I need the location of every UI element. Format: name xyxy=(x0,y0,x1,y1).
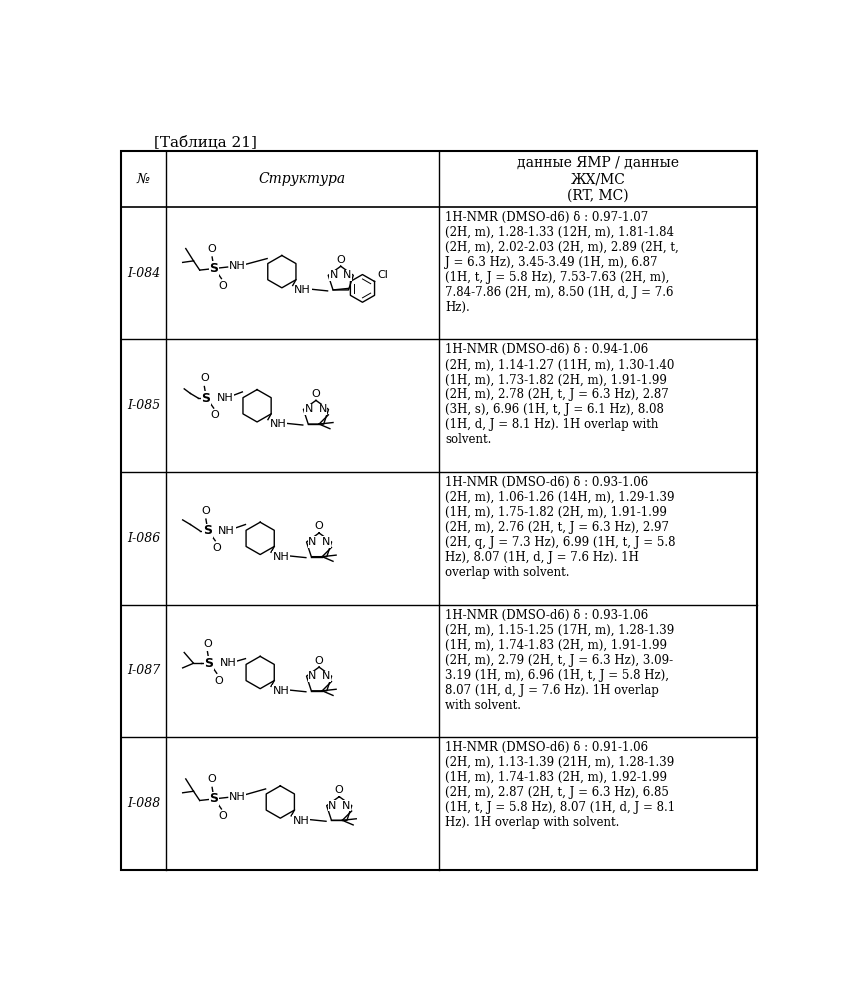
Text: O: O xyxy=(315,655,323,665)
Text: O: O xyxy=(207,774,217,784)
Text: Cl: Cl xyxy=(377,270,387,280)
Text: 1H-NMR (DMSO-d6) δ : 0.93-1.06
(2H, m), 1.06-1.26 (14H, m), 1.29-1.39
(1H, m), 1: 1H-NMR (DMSO-d6) δ : 0.93-1.06 (2H, m), … xyxy=(446,476,676,579)
Text: O: O xyxy=(219,811,227,821)
Text: NH: NH xyxy=(217,393,233,403)
Text: O: O xyxy=(337,255,345,265)
Text: NH: NH xyxy=(273,686,290,696)
Text: S: S xyxy=(205,656,213,669)
Text: O: O xyxy=(335,785,344,795)
Text: S: S xyxy=(209,262,219,275)
Text: S: S xyxy=(203,524,212,537)
Text: O: O xyxy=(315,521,323,531)
Text: N: N xyxy=(321,537,330,547)
Text: O: O xyxy=(200,374,209,384)
Text: 1H-NMR (DMSO-d6) δ : 0.91-1.06
(2H, m), 1.13-1.39 (21H, m), 1.28-1.39
(1H, m), 1: 1H-NMR (DMSO-d6) δ : 0.91-1.06 (2H, m), … xyxy=(446,741,675,829)
Text: NH: NH xyxy=(229,791,246,801)
Text: N: N xyxy=(344,271,351,281)
Text: NH: NH xyxy=(269,420,286,430)
Text: NH: NH xyxy=(219,525,235,535)
Text: NH: NH xyxy=(293,815,309,825)
Text: I-087: I-087 xyxy=(127,664,160,677)
Text: N: N xyxy=(328,800,337,810)
Text: I-088: I-088 xyxy=(127,797,160,810)
Text: NH: NH xyxy=(273,551,290,561)
Text: N: N xyxy=(321,671,330,681)
Text: NH: NH xyxy=(220,658,237,668)
Text: O: O xyxy=(214,675,223,685)
Text: данные ЯМР / данные
ЖХ/МС
(RT, МС): данные ЯМР / данные ЖХ/МС (RT, МС) xyxy=(518,156,680,203)
Text: O: O xyxy=(219,281,227,291)
Text: NH: NH xyxy=(294,285,311,295)
Text: №: № xyxy=(137,172,150,186)
Text: N: N xyxy=(308,671,316,681)
Text: N: N xyxy=(330,271,339,281)
Text: N: N xyxy=(342,800,351,810)
Text: O: O xyxy=(201,506,210,516)
Text: 1H-NMR (DMSO-d6) δ : 0.97-1.07
(2H, m), 1.28-1.33 (12H, m), 1.81-1.84
(2H, m), 2: 1H-NMR (DMSO-d6) δ : 0.97-1.07 (2H, m), … xyxy=(446,211,679,314)
Text: I-084: I-084 xyxy=(127,267,160,280)
Text: O: O xyxy=(312,389,321,399)
Text: I-085: I-085 xyxy=(127,400,160,413)
Text: N: N xyxy=(319,405,327,415)
Text: O: O xyxy=(211,411,219,421)
Text: I-086: I-086 xyxy=(127,531,160,544)
Text: N: N xyxy=(305,405,314,415)
Text: O: O xyxy=(207,244,217,254)
Text: N: N xyxy=(308,537,316,547)
Text: S: S xyxy=(209,792,219,805)
Text: NH: NH xyxy=(229,262,246,272)
Text: O: O xyxy=(203,638,212,648)
Text: 1H-NMR (DMSO-d6) δ : 0.94-1.06
(2H, m), 1.14-1.27 (11H, m), 1.30-1.40
(1H, m), 1: 1H-NMR (DMSO-d6) δ : 0.94-1.06 (2H, m), … xyxy=(446,344,674,447)
Text: S: S xyxy=(201,392,211,405)
Text: Структура: Структура xyxy=(259,172,346,186)
Text: [Таблица 21]: [Таблица 21] xyxy=(153,136,256,150)
Text: O: O xyxy=(213,543,221,553)
Text: 1H-NMR (DMSO-d6) δ : 0.93-1.06
(2H, m), 1.15-1.25 (17H, m), 1.28-1.39
(1H, m), 1: 1H-NMR (DMSO-d6) δ : 0.93-1.06 (2H, m), … xyxy=(446,608,674,711)
